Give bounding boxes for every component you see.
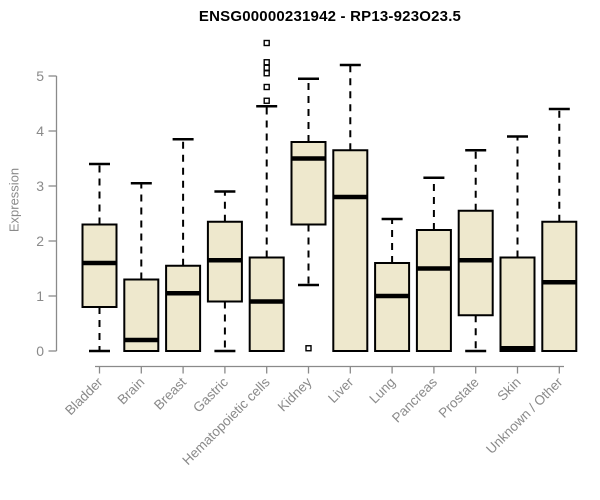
- box: [415, 229, 452, 352]
- outlier-point: [263, 64, 270, 71]
- boxplot-group-brain: [123, 182, 160, 352]
- x-tick-label-brain: Brain: [115, 375, 148, 408]
- chart-title: ENSG00000231942 - RP13-923O23.5: [198, 8, 462, 25]
- box: [457, 209, 494, 317]
- box: [332, 149, 369, 352]
- box: [541, 220, 578, 352]
- outlier-point: [263, 39, 270, 47]
- box: [165, 264, 202, 352]
- boxplot-group-hematopoietic-cells: [248, 39, 285, 352]
- x-tick-label-liver: Liver: [325, 374, 357, 406]
- boxplot-group-skin: [499, 135, 536, 352]
- boxplot-group-kidney: [290, 77, 327, 352]
- y-tick-label: 4: [36, 123, 44, 139]
- boxplot-group-breast: [165, 138, 202, 352]
- outlier-point: [263, 97, 270, 104]
- boxplot-group-bladder: [81, 162, 118, 353]
- x-tick-label-bladder: Bladder: [62, 374, 106, 418]
- outlier-point: [263, 59, 270, 66]
- box: [248, 256, 285, 352]
- boxplot-group-liver: [332, 63, 369, 352]
- x-tick-label-prostate: Prostate: [436, 375, 482, 421]
- x-tick-label-lung: Lung: [366, 375, 398, 407]
- x-tick-label-gastric: Gastric: [190, 374, 231, 415]
- outlier-point: [263, 83, 270, 91]
- x-tick-label-skin: Skin: [494, 375, 523, 404]
- outlier-point: [263, 70, 270, 77]
- boxplot-group-prostate: [457, 149, 494, 353]
- outlier-point: [305, 345, 312, 352]
- x-tick-label-pancreas: Pancreas: [389, 374, 440, 425]
- boxplot-group-pancreas: [415, 176, 452, 352]
- x-tick-label-unknown-other: Unknown / Other: [483, 374, 566, 457]
- box: [290, 141, 327, 226]
- x-tick-label-kidney: Kidney: [275, 374, 315, 414]
- x-tick-label-breast: Breast: [151, 374, 189, 412]
- y-tick-label: 5: [36, 68, 44, 84]
- boxplot-group-gastric: [206, 190, 243, 353]
- box: [81, 223, 118, 308]
- y-tick-label: 3: [36, 178, 44, 194]
- boxplot-group-unknown-other: [541, 107, 578, 352]
- box: [499, 256, 536, 352]
- box: [374, 262, 411, 352]
- boxplot-group-lung: [374, 217, 411, 352]
- y-tick-label: 0: [36, 343, 44, 359]
- y-tick-label: 2: [36, 233, 44, 249]
- y-tick-label: 1: [36, 288, 44, 304]
